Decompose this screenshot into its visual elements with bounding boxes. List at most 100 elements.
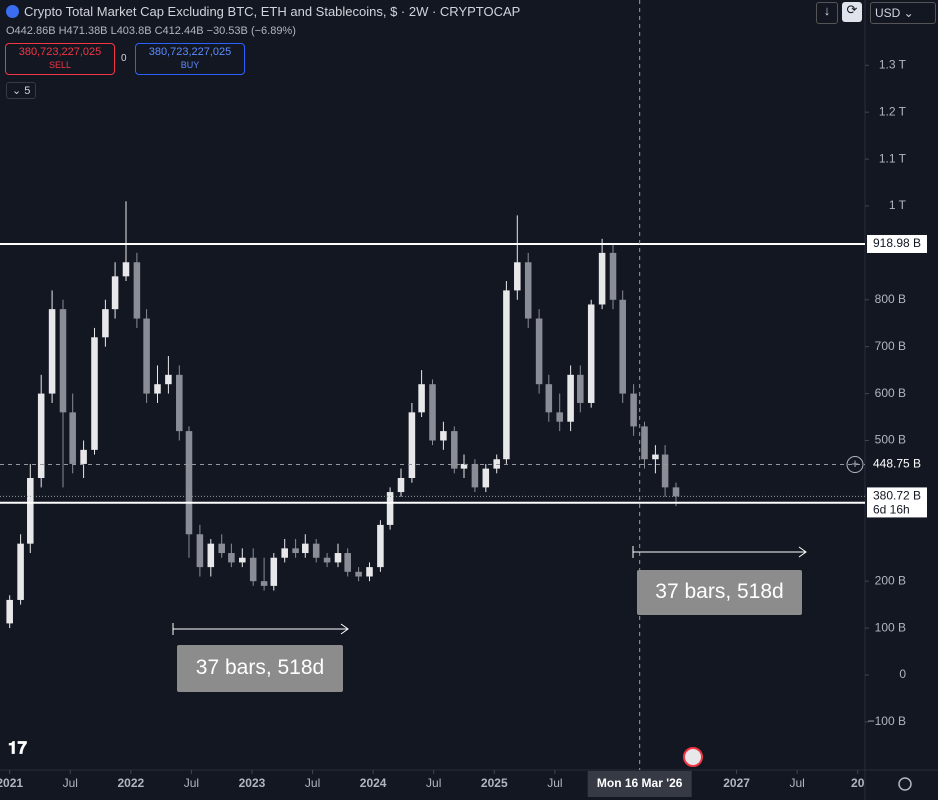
candle [270,553,278,591]
candle-body [366,567,373,577]
x-tick-label: Jul [547,776,562,790]
candle [176,365,183,441]
candle [514,215,521,300]
candle-body [334,553,342,563]
x-tick-label: 2022 [117,776,144,790]
candle [302,534,309,558]
candle-body [535,318,543,385]
candle [17,534,24,605]
candle-body [524,262,532,319]
level-label: 918.98 B [873,236,921,250]
x-tick-label: Jul [426,776,441,790]
candle-body [545,384,553,413]
add-alert-icon: + [851,456,859,471]
candle [652,445,659,474]
candle-body [587,304,595,403]
candle-body [111,276,119,310]
candle [598,238,606,310]
candle [334,543,342,568]
candle-body [80,449,87,464]
candle-body [440,431,447,441]
candle-body [493,459,500,469]
candle-body [59,309,67,413]
indicators-toggle[interactable]: ⌄ 5 [6,82,37,99]
candle [524,252,532,328]
candle [260,557,268,591]
buy-price: 380,723,227,025 [148,46,232,58]
candle [366,562,373,582]
candle-body [48,309,56,394]
crosshair-x-bg [587,771,692,797]
ohlc: O442.86B H471.38B L403.8B C412.44B −30.5… [6,25,296,37]
candle-body [260,581,268,586]
measure-label: 37 bars, 518d [655,580,783,603]
x-tick-label: 2027 [723,776,750,790]
buy-button[interactable]: 380,723,227,025 BUY [135,43,245,75]
candle [27,463,34,554]
sell-button[interactable]: 380,723,227,025 SELL [5,43,115,75]
currency-select[interactable]: USD ⌄ [870,2,936,24]
refresh-button[interactable]: ⟳ [842,2,862,22]
candle [556,393,563,432]
candle [567,365,574,432]
x-tick-label: 2021 [0,776,23,790]
candle [80,440,87,479]
candle-body [185,431,193,535]
x-tick-label: 2023 [239,776,266,790]
y-tick-label: 1.1 T [879,151,907,165]
candle [207,538,215,577]
y-tick-label: 200 B [875,573,906,587]
y-tick-label: 500 B [875,433,906,447]
candle-body [312,543,320,558]
candle-body [6,599,13,624]
y-tick-label: −100 B [868,714,906,728]
candle [111,262,119,319]
candle-body [567,374,574,422]
buy-label: BUY [180,60,200,70]
candle-body [482,468,490,488]
candle [503,281,510,464]
candle-body [17,543,24,600]
candle-body [503,290,510,460]
candle [91,327,98,455]
candle [451,426,458,474]
candle-body [556,412,563,422]
add-alert [846,456,864,474]
spread: 0 [121,53,127,64]
candle [69,393,76,474]
x-tick-label: 2024 [360,776,387,790]
crosshair-y-label: 448.75 B [873,457,921,471]
crosshair-y-label-bg [867,455,927,474]
level-label-bg [867,234,927,253]
candle-body [69,412,76,464]
candle [218,534,225,558]
title-text: Crypto Total Market Cap Excluding BTC, E… [24,4,521,19]
candle [323,553,331,568]
candle-body [619,299,626,394]
y-tick-label: 100 B [875,620,906,634]
candle [133,252,141,328]
candle-body [386,492,394,525]
candle-body [652,454,659,460]
candle-body [661,454,669,488]
down-button[interactable]: ↓ [816,2,838,24]
candle [577,365,584,413]
candle-body [344,553,351,572]
candle [397,468,405,497]
candle [185,426,193,558]
tv-logo: 𝟏𝟕 [8,738,27,757]
candle [344,548,351,577]
candle [37,374,45,488]
flag-icon [683,747,703,767]
candle-body [418,384,425,413]
candle-body [228,553,235,563]
candle [493,454,500,474]
countdown: 6d 16h [873,503,910,517]
candle-body [165,374,172,385]
candle-body [577,374,584,403]
candle [482,463,490,493]
y-tick-label: 1 T [889,198,907,212]
measure-box [637,570,802,615]
sell-label: SELL [48,60,72,70]
y-tick-label: 700 B [875,339,906,353]
